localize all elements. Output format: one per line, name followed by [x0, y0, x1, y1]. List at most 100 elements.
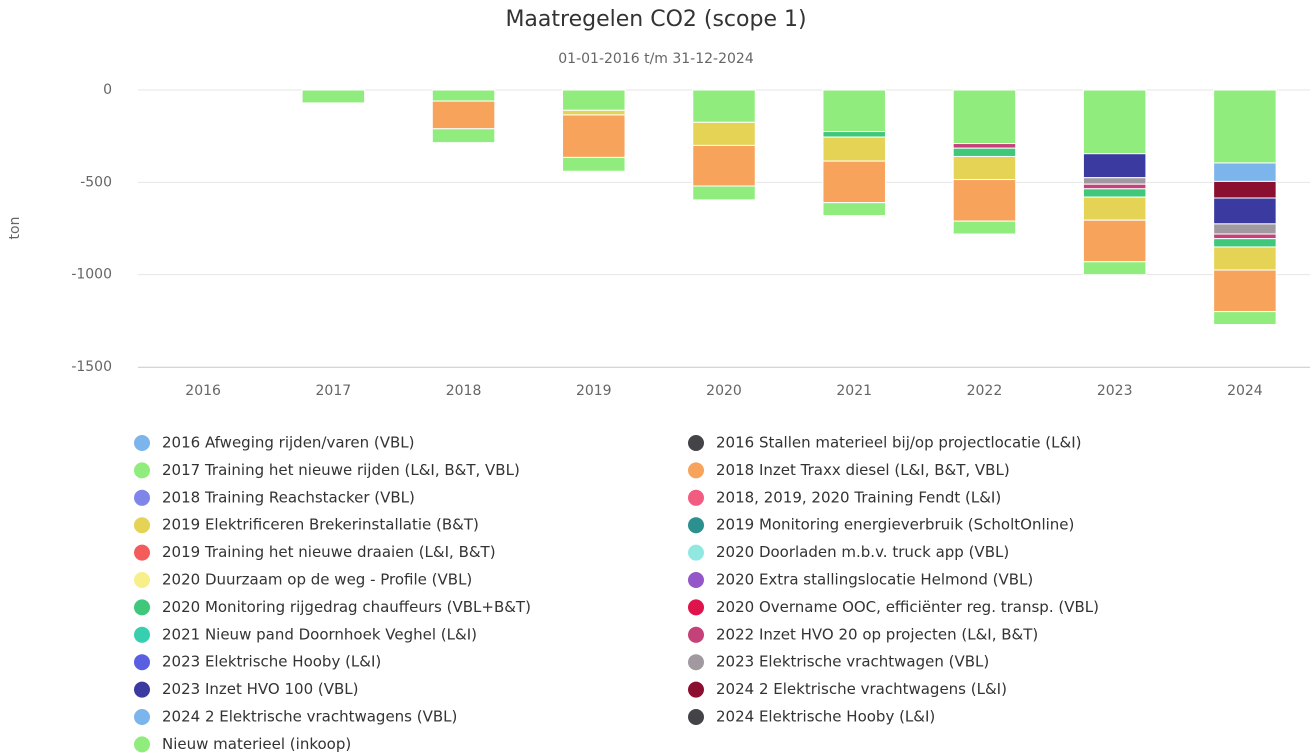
bar-segment [952, 155, 1017, 181]
bar-segment [1082, 219, 1147, 263]
bar-segment [822, 89, 886, 133]
legend-symbol [688, 626, 704, 643]
x-tick-label: 2019 [576, 383, 612, 399]
bar-segment [1082, 196, 1147, 221]
bar-segment [562, 114, 626, 158]
legend-label: 2022 Inzet HVO 20 op projecten (L&I, B&T… [716, 625, 1038, 643]
bar-segment [952, 147, 1017, 157]
legend-symbol [134, 709, 150, 725]
legend-symbol [134, 435, 150, 451]
bar-segment [1213, 162, 1277, 182]
legend-symbol [134, 489, 150, 506]
legend-symbol [688, 544, 704, 561]
x-tick-label: 2020 [706, 383, 742, 399]
bar-segment [1082, 153, 1147, 179]
legend-symbol [688, 462, 704, 479]
y-tick-label: -1500 [71, 359, 112, 375]
y-tick-label: -1000 [71, 267, 112, 283]
legend-label: 2023 Elektrische Hooby (L&I) [162, 653, 381, 671]
bar-segment [431, 100, 496, 130]
x-tick-label: 2016 [185, 383, 221, 399]
chart-title: Maatregelen CO2 (scope 1) [505, 7, 806, 32]
bar-segment [1213, 233, 1277, 240]
bar-segment [431, 128, 496, 144]
legend-label: 2024 2 Elektrische vrachtwagens (L&I) [716, 680, 1007, 698]
legend-label: 2021 Nieuw pand Doornhoek Veghel (L&I) [162, 625, 477, 643]
bar-segment [562, 109, 626, 116]
bar-segment [822, 131, 886, 138]
legend-symbol [134, 517, 150, 534]
legend-symbol [688, 517, 704, 534]
legend-label: 2024 Elektrische Hooby (L&I) [716, 708, 935, 726]
legend-symbol [688, 654, 704, 671]
legend-symbol [134, 681, 150, 698]
bar-segment [1082, 188, 1147, 198]
legend-symbol [688, 435, 704, 451]
bar-segment [562, 156, 626, 172]
legend-label: 2023 Elektrische vrachtwagen (VBL) [716, 653, 989, 671]
y-tick-label: 0 [103, 82, 112, 98]
legend-label: 2017 Training het nieuwe rijden (L&I, B&… [162, 461, 520, 479]
legend-label: 2020 Doorladen m.b.v. truck app (VBL) [716, 543, 1009, 561]
bar-segment [1082, 89, 1147, 155]
legend-symbol [134, 544, 150, 561]
x-tick-label: 2017 [316, 383, 352, 399]
bar-segment [952, 89, 1017, 145]
legend-label: Nieuw materieel (inkoop) [162, 735, 351, 753]
legend-label: 2020 Extra stallingslocatie Helmond (VBL… [716, 571, 1033, 589]
legend-label: 2023 Inzet HVO 100 (VBL) [162, 680, 359, 698]
legend-label: 2020 Overname OOC, efficiënter reg. tran… [716, 598, 1099, 616]
legend-label: 2018 Training Reachstacker (VBL) [162, 488, 415, 506]
legend-symbol [134, 626, 150, 643]
x-tick-label: 2024 [1227, 383, 1263, 399]
legend-symbol [134, 654, 150, 671]
legend-symbol [688, 709, 704, 725]
legend-label: 2019 Monitoring energieverbruik (ScholtO… [716, 516, 1074, 534]
legend-label: 2019 Training het nieuwe draaien (L&I, B… [162, 543, 496, 561]
legend-label: 2018 Inzet Traxx diesel (L&I, B&T, VBL) [716, 461, 1010, 479]
bar-segment [431, 89, 496, 102]
bar-segment [1213, 89, 1277, 164]
legend-label: 2019 Elektrificeren Brekerinstallatie (B… [162, 516, 479, 534]
legend-symbol [134, 462, 150, 479]
y-tick-label: -500 [80, 174, 112, 190]
legend-symbol [134, 599, 150, 616]
bar-segment [822, 136, 886, 162]
bar-segment [952, 143, 1017, 149]
bar-segment [1213, 246, 1277, 271]
bar-segment [562, 89, 626, 111]
bar-segment [1213, 311, 1277, 326]
bar-segment [1082, 177, 1147, 185]
legend-label: 2020 Duurzaam op de weg - Profile (VBL) [162, 571, 472, 589]
legend-label: 2016 Stallen materieel bij/op projectloc… [716, 434, 1081, 452]
x-tick-label: 2022 [967, 383, 1003, 399]
x-tick-label: 2018 [446, 383, 482, 399]
bar-segment [692, 89, 756, 123]
bar-segment [1213, 180, 1277, 199]
bar-segment [1213, 223, 1277, 235]
bar-segment [822, 160, 886, 204]
bar-segment [1213, 197, 1277, 225]
legend-symbol [134, 572, 150, 588]
legend-label: 2024 2 Elektrische vrachtwagens (VBL) [162, 708, 457, 726]
bar-segment [1213, 238, 1277, 248]
bar-segment [1213, 269, 1277, 313]
legend-label: 2018, 2019, 2020 Training Fendt (L&I) [716, 488, 1001, 506]
bar-segment [952, 220, 1017, 235]
bar-segment [1082, 261, 1147, 276]
bar-segment [692, 144, 756, 187]
legend-label: 2020 Monitoring rijgedrag chauffeurs (VB… [162, 598, 531, 616]
legend-symbol [688, 599, 704, 616]
legend-label: 2016 Afweging rijden/varen (VBL) [162, 434, 415, 452]
bar-segment [952, 179, 1017, 222]
bar-segment [1082, 183, 1147, 190]
x-tick-label: 2023 [1097, 383, 1133, 399]
legend-symbol [688, 681, 704, 698]
bar-segment [301, 89, 366, 104]
bar-segment [692, 185, 756, 201]
chart-subtitle: 01-01-2016 t/m 31-12-2024 [558, 51, 754, 67]
legend-symbol [134, 736, 150, 753]
legend-symbol [688, 572, 704, 588]
y-axis-label: ton [7, 217, 23, 240]
